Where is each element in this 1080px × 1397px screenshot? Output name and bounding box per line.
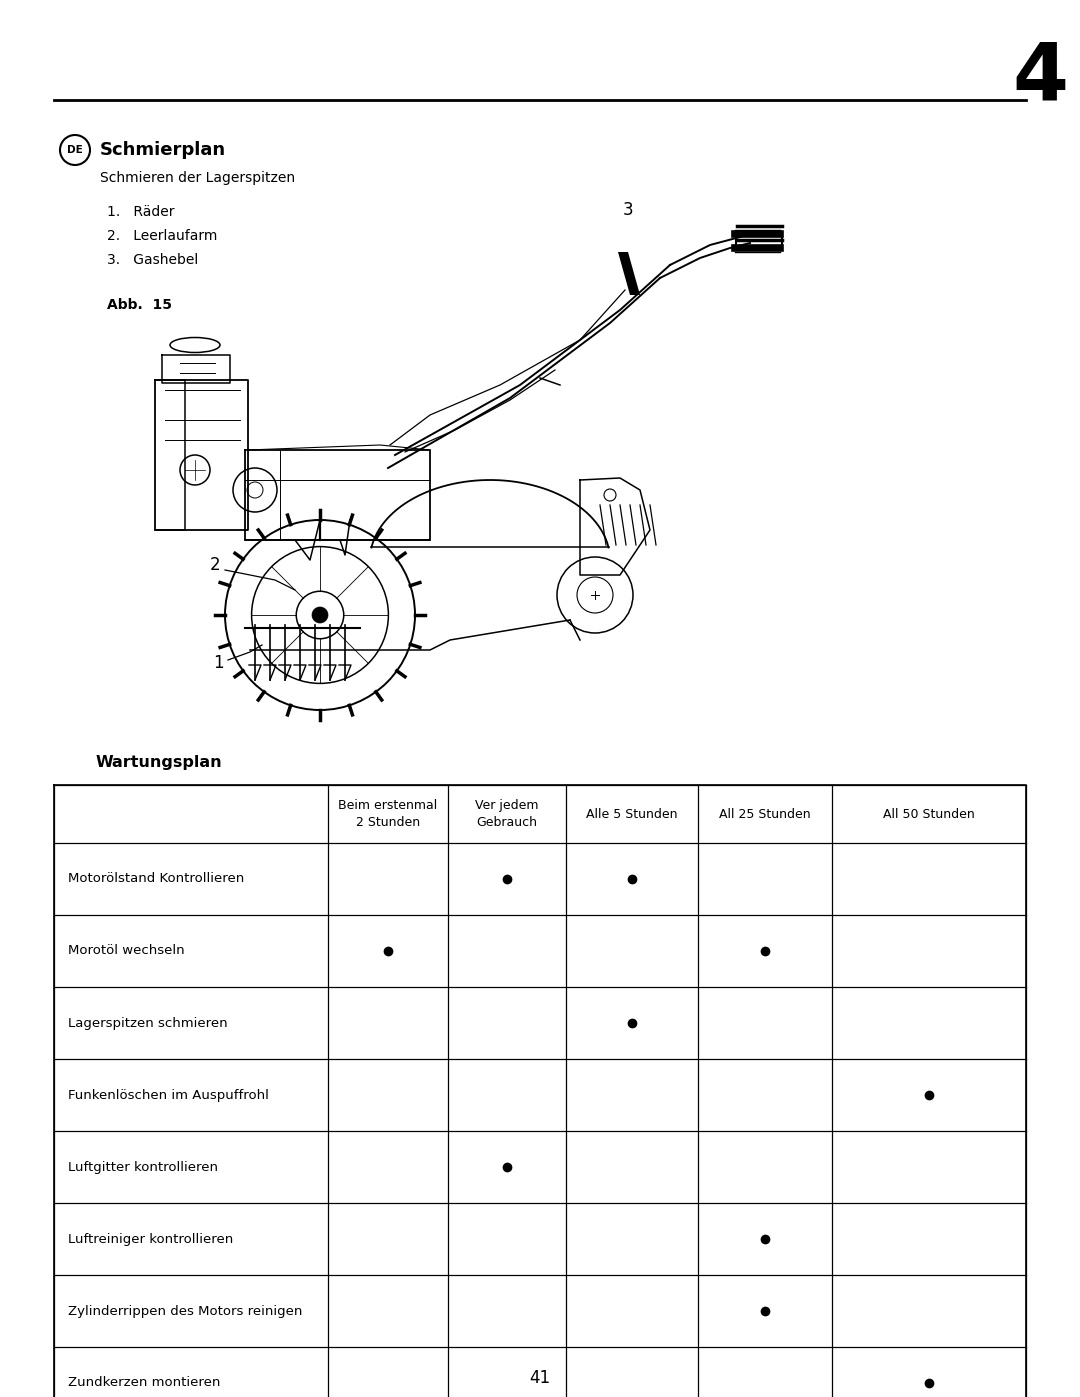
Text: Alle 5 Stunden: Alle 5 Stunden (586, 807, 678, 820)
Text: Luftreiniger kontrollieren: Luftreiniger kontrollieren (68, 1232, 233, 1246)
Text: DE: DE (67, 145, 83, 155)
Text: 2: 2 (210, 556, 220, 574)
Circle shape (312, 608, 328, 623)
Text: Funkenlöschen im Auspuffrohl: Funkenlöschen im Auspuffrohl (68, 1088, 269, 1101)
Text: 2.   Leerlaufarm: 2. Leerlaufarm (107, 229, 217, 243)
Text: Ver jedem
Gebrauch: Ver jedem Gebrauch (475, 799, 539, 828)
Text: Luftgitter kontrollieren: Luftgitter kontrollieren (68, 1161, 218, 1173)
Text: Schmieren der Lagerspitzen: Schmieren der Lagerspitzen (100, 170, 295, 184)
Text: Abb.  15: Abb. 15 (107, 298, 172, 312)
Text: 3.   Gashebel: 3. Gashebel (107, 253, 199, 267)
Text: Morotöl wechseln: Morotöl wechseln (68, 944, 185, 957)
Text: 3: 3 (623, 201, 633, 219)
Text: All 25 Stunden: All 25 Stunden (719, 807, 811, 820)
Text: Zylinderrippen des Motors reinigen: Zylinderrippen des Motors reinigen (68, 1305, 302, 1317)
Text: Beim erstenmal
2 Stunden: Beim erstenmal 2 Stunden (338, 799, 437, 828)
Text: Lagerspitzen schmieren: Lagerspitzen schmieren (68, 1017, 228, 1030)
Text: Wartungsplan: Wartungsplan (96, 754, 222, 770)
Text: Schmierplan: Schmierplan (100, 141, 226, 159)
Text: 41: 41 (529, 1369, 551, 1387)
Text: Motorölstand Kontrollieren: Motorölstand Kontrollieren (68, 873, 244, 886)
Text: All 50 Stunden: All 50 Stunden (883, 807, 975, 820)
Text: 4: 4 (1012, 39, 1068, 117)
Text: 1: 1 (213, 654, 224, 672)
Text: 1.   Räder: 1. Räder (107, 205, 175, 219)
Text: Zundkerzen montieren: Zundkerzen montieren (68, 1376, 220, 1390)
Polygon shape (618, 251, 640, 295)
